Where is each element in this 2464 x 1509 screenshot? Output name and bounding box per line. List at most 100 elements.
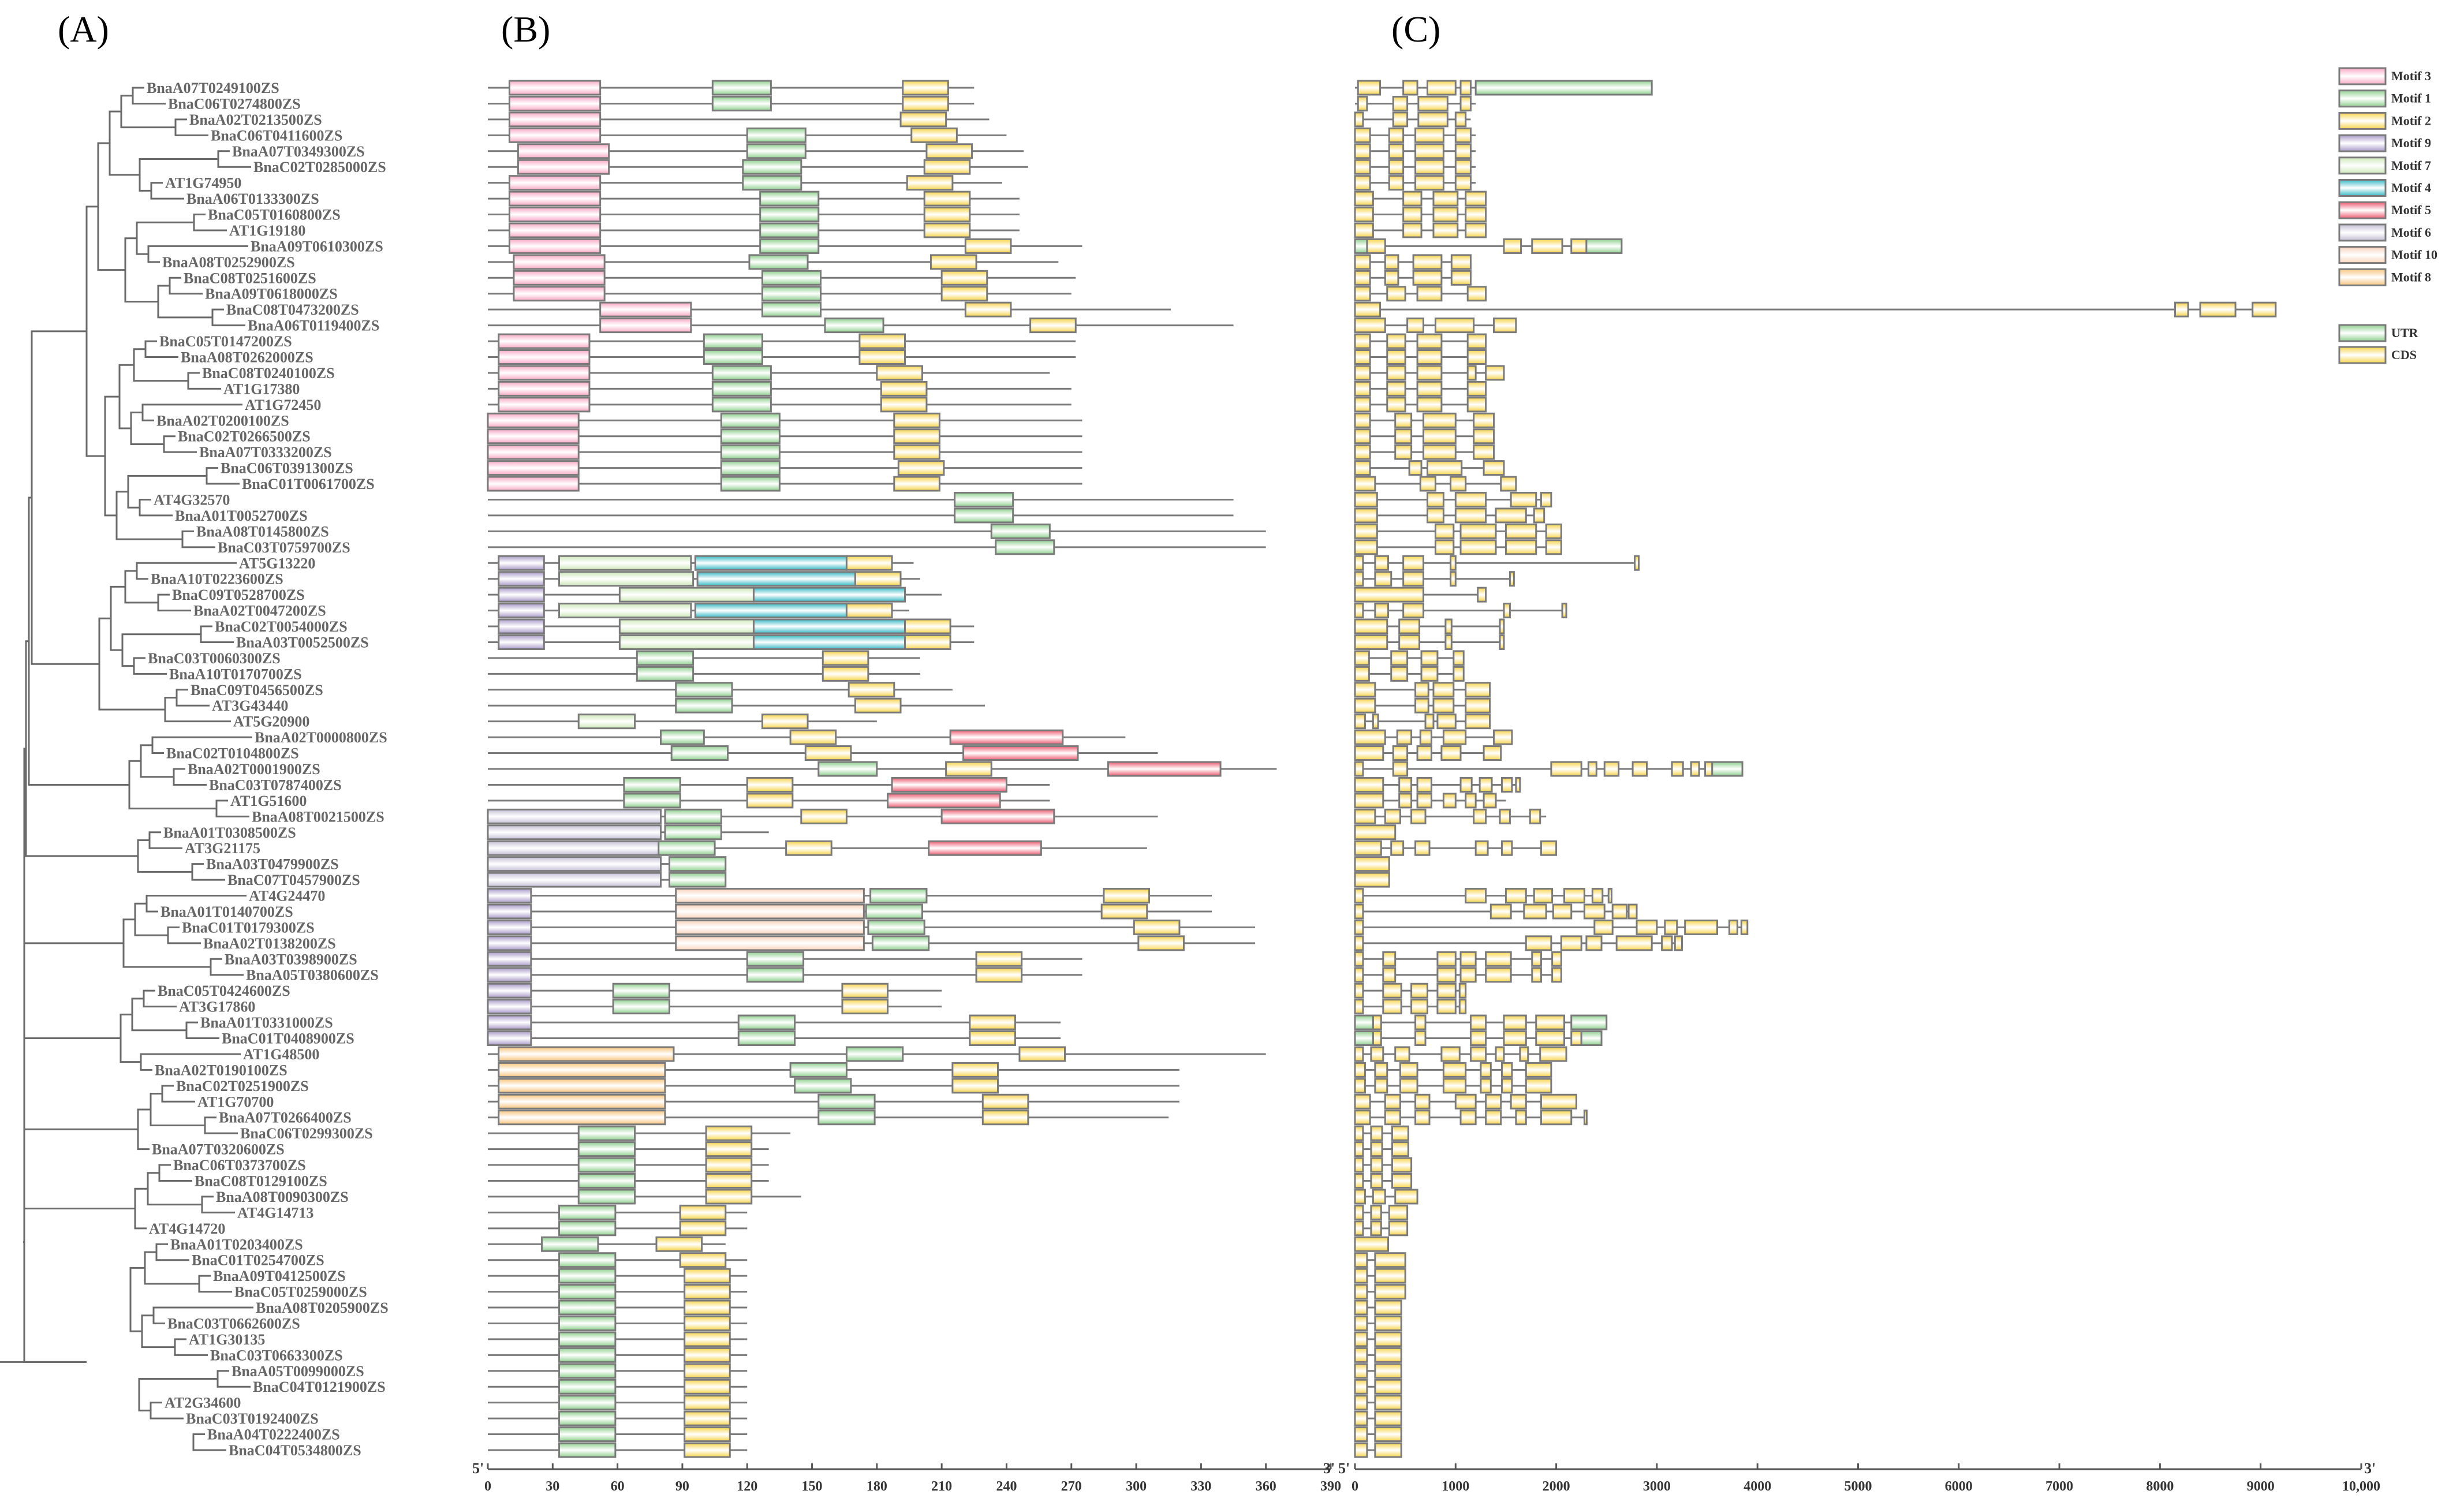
motif-box-m2 (929, 254, 977, 270)
cds-box (1499, 618, 1505, 634)
cds-box (1480, 1078, 1492, 1094)
gene-label: BnaA02T0200100ZS (156, 412, 289, 429)
cds-box (1420, 650, 1439, 666)
cds-box (1466, 286, 1487, 302)
motif-box-m3 (517, 143, 610, 159)
legend-swatch-m4 (2338, 179, 2387, 197)
gene-label: AT4G32570 (154, 491, 230, 508)
structure-axis-tick-label: 10,000 (2342, 1479, 2380, 1494)
motif-box-m1 (703, 349, 763, 365)
motif-box-m3 (508, 191, 602, 207)
motif-box-m2 (858, 349, 906, 365)
cds-box (1374, 1299, 1402, 1316)
cds-box (1432, 222, 1459, 238)
motif-box-m3 (513, 270, 606, 286)
cds-box (1503, 238, 1522, 254)
cds-box (1740, 919, 1749, 935)
motif-box-m2 (880, 397, 928, 413)
gene-label: BnaC02T0266500ZS (178, 428, 311, 445)
tree-branch (129, 1267, 145, 1332)
cds-box (1533, 888, 1554, 904)
legend-label-m10: Motif 10 (2391, 248, 2437, 262)
cds-box (1354, 143, 1371, 159)
cds-box (1354, 888, 1364, 904)
cds-box (1440, 1046, 1461, 1062)
motif-box-m2 (902, 95, 949, 111)
structure-axis-start-label: 5' (1338, 1460, 1350, 1477)
cds-box (1354, 491, 1378, 507)
cds-box (1354, 111, 1364, 128)
motif-axis-tick-label: 0 (484, 1479, 491, 1494)
gene-label: AT3G21175 (185, 840, 260, 857)
motif-box-m2 (854, 571, 902, 587)
cds-box (1466, 365, 1477, 381)
cds-box (1465, 697, 1491, 714)
motif-box-m1 (711, 397, 772, 413)
cds-box (1354, 951, 1364, 967)
cds-box (1432, 682, 1455, 698)
gene-label: BnaA09T0610300ZS (251, 238, 383, 255)
legend-swatch-m10 (2338, 246, 2387, 264)
cds-box (1477, 587, 1487, 603)
motif-axis-tick-label: 90 (675, 1479, 689, 1494)
cds-box (1357, 95, 1368, 111)
motif-box-m2 (845, 555, 893, 571)
motif-box-m8 (498, 1110, 666, 1126)
cds-box (1607, 888, 1612, 904)
motif-axis-tick-label: 180 (867, 1479, 887, 1494)
gene-label: BnaA05T0380600ZS (246, 967, 379, 984)
motif-box-m2 (684, 1442, 731, 1458)
gene-label: AT1G70700 (197, 1093, 274, 1110)
cds-box (1473, 412, 1495, 428)
motif-box-m2 (1100, 903, 1148, 920)
motif-box-m3 (487, 476, 580, 492)
cds-box (1458, 999, 1467, 1015)
cds-box (1354, 745, 1384, 761)
motif-box-m9 (498, 603, 545, 619)
cds-box (1525, 1078, 1552, 1094)
tree-branch (25, 640, 101, 857)
cds-box (1354, 207, 1374, 223)
motif-box-m2 (705, 1157, 753, 1173)
cds-box (1684, 919, 1718, 935)
cds-box (1354, 1252, 1368, 1268)
cds-box (1388, 1220, 1409, 1237)
motif-box-m2 (940, 286, 988, 302)
cds-box (1414, 697, 1429, 714)
gene-label: AT1G19180 (229, 222, 305, 239)
cds-box (1459, 1110, 1477, 1126)
gene-label: BnaC06T0373700ZS (173, 1157, 306, 1174)
legend-label-m5: Motif 5 (2391, 203, 2431, 217)
legend-label-m4: Motif 4 (2391, 181, 2431, 195)
motif-box-m5 (891, 776, 1007, 793)
motif-box-m2 (975, 967, 1023, 983)
motif-box-m2 (1018, 1046, 1066, 1062)
cds-box (1366, 238, 1386, 254)
cds-box (1426, 491, 1444, 507)
cds-box (1423, 412, 1457, 428)
cds-box (1466, 349, 1487, 365)
utr-box (1585, 238, 1623, 254)
legend-swatch-m8 (2338, 268, 2387, 286)
motif-box-m3 (487, 444, 580, 460)
cds-box (1374, 1331, 1402, 1347)
motif-box-m8 (498, 1093, 666, 1110)
cds-box (1392, 111, 1409, 128)
legend-label-utr: UTR (2391, 326, 2419, 340)
gene-label: BnaA01T0052700ZS (175, 507, 308, 524)
gene-label: BnaA10T0223600ZS (151, 571, 283, 588)
cds-box (1603, 761, 1620, 777)
cds-box (1412, 270, 1443, 286)
motif-axis-tick-label: 150 (802, 1479, 823, 1494)
tree-branch (109, 110, 140, 176)
cds-box (1354, 476, 1376, 492)
cds-box (1354, 1062, 1366, 1078)
motif-box-m2 (893, 428, 940, 445)
motif-box-m3 (508, 207, 602, 223)
motif-box-m1 (558, 1379, 617, 1395)
structure-axis-tick-label: 1000 (1442, 1479, 1469, 1494)
cds-box (1374, 1062, 1388, 1078)
motif-box-m1 (711, 80, 772, 96)
cds-box (1354, 650, 1370, 666)
motif-box-m2 (684, 1284, 731, 1300)
